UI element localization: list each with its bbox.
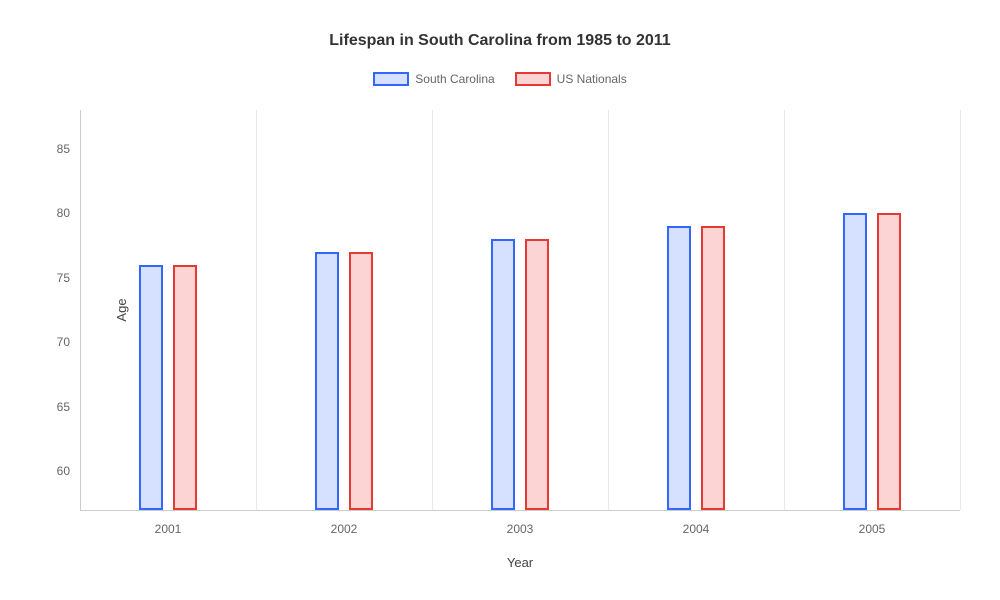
ytick-label: 75 [57,271,70,285]
bar [877,213,901,510]
legend: South Carolina US Nationals [0,72,1000,86]
gridline-vertical [784,110,785,510]
ytick-label: 65 [57,400,70,414]
bar [667,226,691,510]
bar [843,213,867,510]
xtick-label: 2001 [155,522,182,536]
bar [491,239,515,510]
legend-label-0: South Carolina [415,72,494,86]
chart-title: Lifespan in South Carolina from 1985 to … [0,32,1000,50]
ytick-label: 60 [57,464,70,478]
ytick-label: 70 [57,335,70,349]
legend-swatch-0 [373,72,409,86]
legend-item-1: US Nationals [515,72,627,86]
bar [173,265,197,510]
gridline-vertical [608,110,609,510]
gridline-vertical [960,110,961,510]
gridline-vertical [256,110,257,510]
legend-label-1: US Nationals [557,72,627,86]
bar [525,239,549,510]
xtick-label: 2003 [507,522,534,536]
bar [701,226,725,510]
legend-item-0: South Carolina [373,72,494,86]
chart-container: Lifespan in South Carolina from 1985 to … [0,0,1000,600]
xtick-label: 2005 [859,522,886,536]
ytick-label: 85 [57,142,70,156]
xtick-label: 2002 [331,522,358,536]
y-axis-line [80,110,81,510]
gridline-vertical [432,110,433,510]
y-axis-label: Age [114,298,129,321]
x-axis-line [80,510,960,511]
xtick-label: 2004 [683,522,710,536]
x-axis-label: Year [80,555,960,570]
bar [349,252,373,510]
bar [139,265,163,510]
bar [315,252,339,510]
legend-swatch-1 [515,72,551,86]
plot-area: Age Year 6065707580852001200220032004200… [80,110,960,510]
ytick-label: 80 [57,206,70,220]
